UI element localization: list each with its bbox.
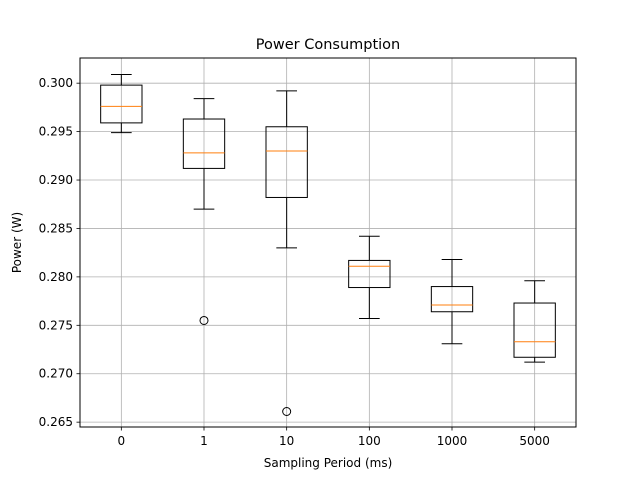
box-plot-0 — [100, 73, 143, 134]
y-axis-ticks: 0.265 0.270 0.275 0.280 0.285 0.290 0.295 0.300 — [39, 76, 80, 429]
grid-lines — [80, 58, 576, 427]
x-tick-label: 100 — [358, 434, 381, 448]
box-iqr — [513, 302, 556, 358]
box-plot-5000 — [513, 280, 556, 363]
outlier-point — [282, 407, 292, 417]
x-axis-ticks: 0 1 10 100 1000 5000 — [118, 427, 550, 448]
y-tick-label: 0.280 — [39, 270, 73, 284]
box-iqr — [348, 259, 391, 289]
y-axis-label: Power (W) — [10, 212, 24, 273]
box-iqr — [430, 286, 474, 313]
x-tick-label: 1 — [200, 434, 208, 448]
box-iqr — [182, 118, 226, 169]
box-iqr — [100, 84, 143, 124]
box-plot-1000 — [430, 258, 474, 345]
y-tick-label: 0.275 — [39, 318, 73, 332]
box-plot-100 — [348, 235, 391, 320]
plot-area-frame — [79, 57, 577, 428]
y-tick-label: 0.285 — [39, 221, 73, 235]
chart-title: Power Consumption — [256, 37, 400, 53]
box-iqr — [265, 126, 308, 198]
outlier-point — [199, 315, 209, 325]
x-tick-label: 5000 — [519, 434, 550, 448]
x-axis-label: Sampling Period (ms) — [264, 456, 393, 470]
y-tick-label: 0.290 — [39, 173, 73, 187]
box-plots — [100, 73, 556, 417]
x-tick-label: 1000 — [437, 434, 468, 448]
y-tick-label: 0.270 — [39, 367, 73, 381]
x-tick-label: 10 — [279, 434, 294, 448]
y-tick-label: 0.265 — [39, 415, 73, 429]
x-tick-label: 0 — [118, 434, 126, 448]
box-plot-10 — [265, 90, 308, 417]
y-tick-label: 0.300 — [39, 76, 73, 90]
y-tick-label: 0.295 — [39, 125, 73, 139]
box-plot-1 — [182, 98, 226, 325]
